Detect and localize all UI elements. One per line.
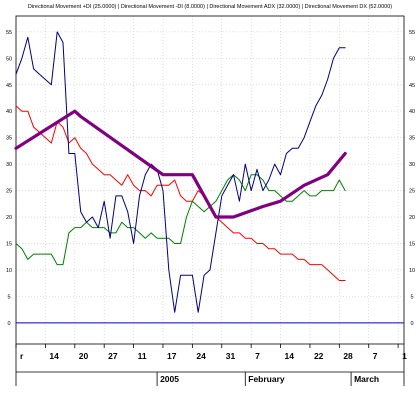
y-tick-label-right: 20 bbox=[409, 215, 415, 221]
y-tick-label-right: 40 bbox=[409, 109, 415, 115]
x-tick-label: 31 bbox=[226, 351, 236, 361]
series-layer bbox=[14, 31, 347, 313]
x-tick-label: 17 bbox=[167, 351, 177, 361]
x-tick-label: 22 bbox=[314, 351, 324, 361]
y-tick-label-right: 25 bbox=[409, 189, 415, 195]
frame-layer bbox=[15, 15, 405, 345]
y-tick-label-left: 30 bbox=[6, 162, 12, 168]
y-tick-label-left: 15 bbox=[6, 241, 12, 247]
y-tick-label-right: 50 bbox=[409, 56, 415, 62]
directional-movement-adx-line bbox=[14, 109, 347, 219]
directional-movement-di-line bbox=[15, 105, 346, 281]
y-tick-label-left: 0 bbox=[7, 321, 10, 327]
y-tick-label-right: 15 bbox=[409, 241, 415, 247]
y-tick-label-right: 5 bbox=[410, 294, 413, 300]
chart-legend: Directional Movement +DI (25.0000) | Dir… bbox=[28, 4, 392, 10]
x-tick-label: 11 bbox=[138, 351, 147, 361]
plot-frame bbox=[15, 15, 405, 345]
x-tick-label: 24 bbox=[196, 351, 206, 361]
x-tick-label: r bbox=[20, 351, 24, 361]
y-tick-label-right: 45 bbox=[409, 83, 415, 89]
y-tick-label-right: 35 bbox=[409, 136, 415, 142]
y-tick-label-left: 50 bbox=[6, 56, 12, 62]
x-tick-label: 14 bbox=[285, 351, 295, 361]
y-tick-label-right: 0 bbox=[410, 321, 413, 327]
x-tick-label: 28 bbox=[343, 351, 353, 361]
y-tick-label-right: 30 bbox=[409, 162, 415, 168]
directional-movement-di-line bbox=[15, 174, 346, 266]
x-group-label: 2005 bbox=[160, 374, 179, 384]
y-tick-label-left: 40 bbox=[6, 109, 12, 115]
x-tick-label: 20 bbox=[79, 351, 89, 361]
y-tick-label-right: 55 bbox=[409, 30, 415, 36]
y-tick-label-left: 35 bbox=[6, 136, 12, 142]
y-tick-label-left: 10 bbox=[6, 268, 12, 274]
x-tick-label: 7 bbox=[373, 351, 378, 361]
directional-movement-dx-line bbox=[15, 31, 346, 313]
x-tick-label: 1 bbox=[402, 351, 407, 361]
y-tick-label-left: 20 bbox=[6, 215, 12, 221]
y-tick-label-right: 10 bbox=[409, 268, 415, 274]
x-group-label: February bbox=[248, 374, 285, 384]
x-group-label: March bbox=[354, 374, 379, 384]
y-tick-label-left: 55 bbox=[6, 30, 12, 36]
x-tick-label: 7 bbox=[255, 351, 260, 361]
y-tick-label-left: 5 bbox=[7, 294, 10, 300]
grid-layer bbox=[15, 16, 404, 344]
x-tick-label: 27 bbox=[108, 351, 118, 361]
y-tick-label-left: 45 bbox=[6, 83, 12, 89]
x-tick-label: 14 bbox=[49, 351, 59, 361]
y-tick-label-left: 25 bbox=[6, 189, 12, 195]
